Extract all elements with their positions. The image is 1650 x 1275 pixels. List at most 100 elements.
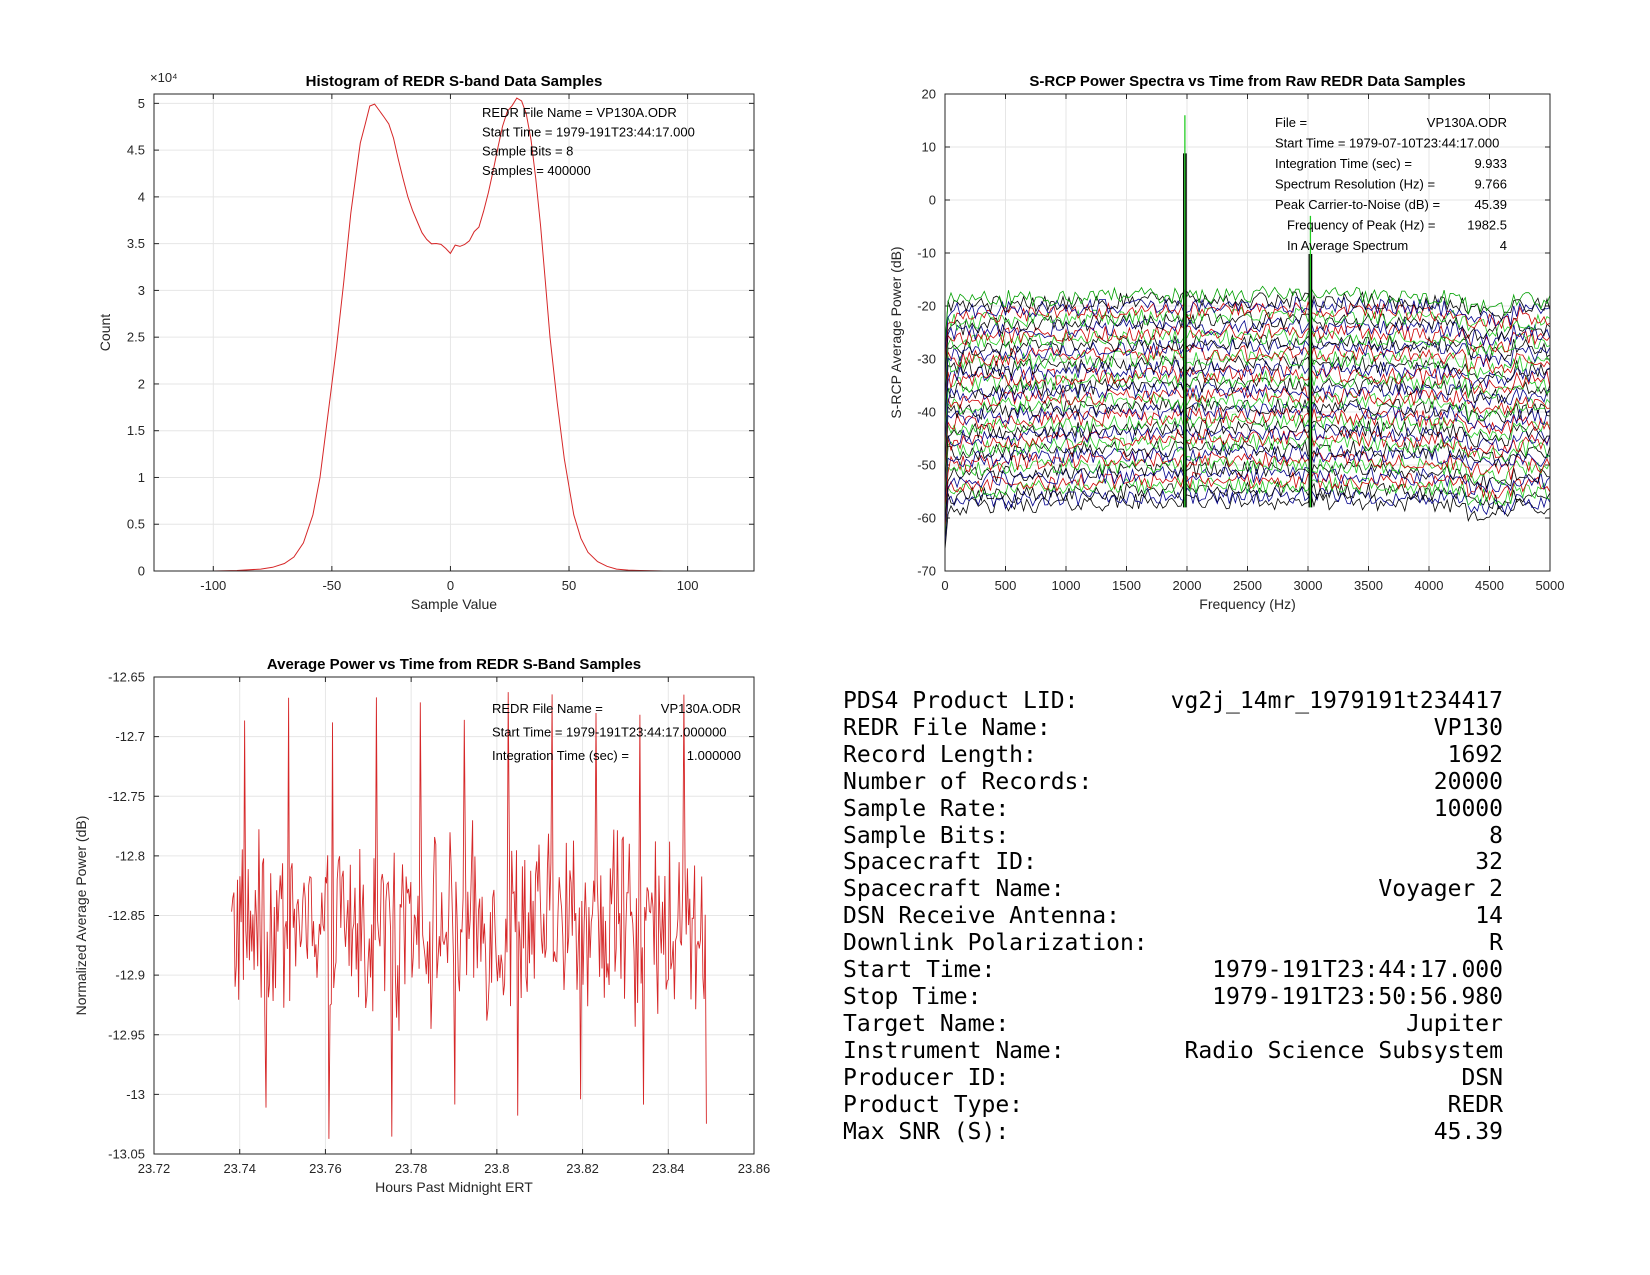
x-tick-label: 4500 <box>1475 578 1504 593</box>
y-tick-label: -60 <box>917 511 936 526</box>
spectrum-trace <box>945 450 1550 508</box>
chart-3: 23.72 23.74 23.76 23.78 23.8 23.82 23.84 23.86 -… <box>73 656 770 1195</box>
spectrum-trace <box>945 386 1550 444</box>
power-line <box>231 692 707 1139</box>
y-axis-label: Normalized Average Power (dB) <box>73 816 89 1016</box>
x-tick-label: 0 <box>447 578 454 593</box>
spectrum-trace <box>945 491 1550 550</box>
y-tick-label: -12.8 <box>115 848 145 863</box>
annotation-value: VP130A.ODR <box>1427 115 1507 130</box>
info-value: 10000 <box>1433 795 1503 822</box>
x-tick-label: 2000 <box>1173 578 1202 593</box>
info-row: Sample Bits: 8 <box>843 823 1503 850</box>
info-row: Target Name: Jupiter <box>843 1011 1503 1038</box>
y-axis-label: S-RCP Average Power (dB) <box>888 246 904 418</box>
info-label: Spacecraft ID: <box>843 849 1037 876</box>
info-label: REDR File Name: <box>843 714 1051 741</box>
x-tick-label: 23.86 <box>738 1161 771 1176</box>
spectrum-trace <box>945 480 1550 540</box>
annotation-label: Frequency of Peak (Hz) = <box>1287 218 1435 233</box>
annotation-label: Start Time = 1979-07-10T23:44:17.000 <box>1275 136 1499 151</box>
info-row: Start Time: 1979-191T23:44:17.000 <box>843 957 1503 984</box>
info-value: Voyager 2 <box>1378 876 1503 903</box>
x-tick-label: 3500 <box>1354 578 1383 593</box>
y-tick-label: 0 <box>138 564 145 579</box>
annotation-value: 9.766 <box>1474 177 1507 192</box>
info-value: 1692 <box>1447 741 1503 768</box>
info-row: REDR File Name: VP130 <box>843 715 1503 742</box>
y-tick-label: -10 <box>917 246 936 261</box>
spectrum-trace <box>945 306 1550 365</box>
x-tick-label: -50 <box>322 578 341 593</box>
y-tick-label: 4.5 <box>127 143 145 158</box>
info-value: DSN <box>1461 1064 1503 1091</box>
info-value: Radio Science Subsystem <box>1184 1037 1504 1064</box>
annotation-value: 9.933 <box>1474 156 1507 171</box>
x-axis-label: Hours Past Midnight ERT <box>375 1179 533 1195</box>
info-row: Record Length: 1692 <box>843 742 1503 769</box>
info-value: Jupiter <box>1406 1010 1503 1037</box>
spectrum-trace <box>945 296 1550 354</box>
info-value: vg2j_14mr_1979191t234417 <box>1170 688 1503 714</box>
x-tick-label: 1000 <box>1052 578 1081 593</box>
chart-title: S-RCP Power Spectra vs Time from Raw RED… <box>1029 73 1465 90</box>
y-tick-label: 5 <box>138 96 145 111</box>
annotation-label: Integration Time (sec) = <box>1275 156 1412 171</box>
x-tick-label: -100 <box>200 578 226 593</box>
y-tick-label: -20 <box>917 299 936 314</box>
x-tick-label: 3000 <box>1294 578 1323 593</box>
x-tick-label: 500 <box>995 578 1017 593</box>
info-label: Record Length: <box>843 741 1037 768</box>
info-label: Spacecraft Name: <box>843 876 1065 903</box>
spectrum-trace <box>945 460 1550 519</box>
y-tick-label: 3.5 <box>127 236 145 251</box>
info-row: Product Type: REDR <box>843 1092 1503 1119</box>
annotation-text: Sample Bits = 8 <box>482 144 573 159</box>
spectrum-trace <box>945 417 1550 476</box>
info-label: Number of Records: <box>843 768 1093 795</box>
annotation-text: REDR File Name = VP130A.ODR <box>482 105 677 120</box>
annotation-label: File = <box>1275 115 1307 130</box>
annotation-value: VP130A.ODR <box>661 701 741 716</box>
annotation-label: In Average Spectrum <box>1287 238 1408 253</box>
spectrum-trace <box>945 396 1550 455</box>
x-tick-label: 50 <box>562 578 576 593</box>
y-tick-label: 20 <box>922 87 936 102</box>
info-row: Max SNR (S): 45.39 <box>843 1119 1503 1146</box>
info-row: Spacecraft ID: 32 <box>843 849 1503 876</box>
y-tick-label: -12.95 <box>108 1027 145 1042</box>
info-value: 32 <box>1475 849 1503 876</box>
spectrum-trace <box>945 454 1550 513</box>
info-value: 8 <box>1489 822 1503 849</box>
chart-2: 0 500 1000 1500 2000 2500 3000 3500 4000 4500 5000… <box>888 73 1564 612</box>
x-axis-label: Frequency (Hz) <box>1199 596 1295 612</box>
x-tick-label: 23.76 <box>309 1161 342 1176</box>
spectrum-trace <box>945 439 1550 497</box>
info-label: Downlink Polarization: <box>843 930 1148 957</box>
annotation-label: REDR File Name = <box>492 701 603 716</box>
info-label: Sample Bits: <box>843 822 1010 849</box>
y-tick-label: -12.75 <box>108 789 145 804</box>
y-tick-label: 10 <box>922 140 936 155</box>
y-exponent-label: ×10⁴ <box>150 70 178 85</box>
y-tick-label: -13.05 <box>108 1147 145 1162</box>
info-value: 45.39 <box>1433 1118 1503 1145</box>
annotation-label: Integration Time (sec) = <box>492 748 629 763</box>
spectrum-trace <box>945 401 1550 460</box>
info-label: Stop Time: <box>843 983 982 1010</box>
spectrum-trace <box>945 428 1550 487</box>
y-tick-label: -50 <box>917 458 936 473</box>
x-tick-label: 0 <box>941 578 948 593</box>
info-row: Sample Rate: 10000 <box>843 796 1503 823</box>
spectrum-trace <box>945 376 1550 434</box>
y-tick-label: -12.7 <box>115 729 145 744</box>
plot-frame <box>153 676 755 1155</box>
y-tick-label: 2 <box>138 376 145 391</box>
spectrum-trace <box>945 444 1550 503</box>
annotation-value: 1.000000 <box>687 748 741 763</box>
y-tick-label: 3 <box>138 283 145 298</box>
annotation-text: Start Time = 1979-191T23:44:17.000 <box>482 124 695 139</box>
annotation-label: Spectrum Resolution (Hz) = <box>1275 177 1435 192</box>
info-label: Target Name: <box>843 1010 1010 1037</box>
